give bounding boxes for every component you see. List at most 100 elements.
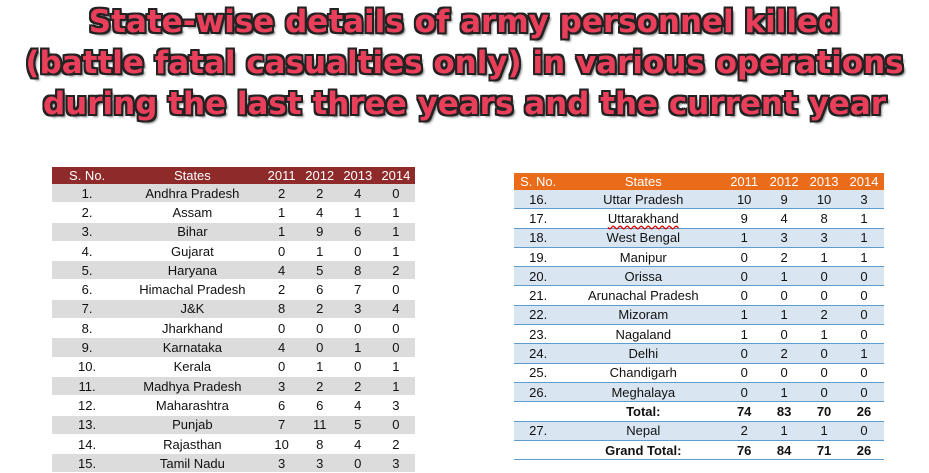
cell-2013: 0 <box>804 382 845 403</box>
grand-total-2014: 26 <box>844 440 884 461</box>
cell-2011: 2 <box>262 279 301 300</box>
grand-total-2012: 84 <box>764 440 805 461</box>
cell-state: Tamil Nadu <box>122 453 263 473</box>
cell-2012: 1 <box>764 305 805 326</box>
cell-2011: 0 <box>724 285 765 306</box>
table-row: 20. Orissa 0 1 0 0 <box>514 266 884 287</box>
cell-2011: 10 <box>724 190 765 210</box>
table-row: 12. Maharashtra 6 6 4 3 <box>52 395 415 416</box>
cell-sno: 7. <box>52 299 123 320</box>
cell-2013: 8 <box>338 260 377 281</box>
cell-2012: 8 <box>300 434 339 455</box>
headline-line-2: (battle fatal casualties only) in variou… <box>25 45 904 81</box>
cell-sno: 9. <box>52 337 123 358</box>
cell-2012: 0 <box>764 285 805 306</box>
cell-2013: 4 <box>338 395 377 416</box>
header-2012: 2012 <box>300 167 339 184</box>
nepal-2011: 2 <box>724 421 765 441</box>
cell-2012: 6 <box>300 395 339 416</box>
cell-sno: 1. <box>52 184 123 204</box>
cell-2012: 2 <box>764 247 805 268</box>
cell-2014: 0 <box>376 318 415 339</box>
cell-state: J&K <box>122 299 263 320</box>
cell-2014: 1 <box>844 343 884 364</box>
cell-2014: 1 <box>844 247 884 268</box>
cell-2014: 1 <box>844 228 884 248</box>
total-2013: 70 <box>804 401 845 422</box>
total-row: Total: 74 83 70 26 <box>514 401 884 422</box>
grand-total-2013: 71 <box>804 440 845 461</box>
cell-state: Chandigarh <box>562 363 725 383</box>
cell-2011: 3 <box>262 453 301 473</box>
cell-state: Jharkhand <box>122 318 263 339</box>
left-table-header-row: S. No. States 2011 2012 2013 2014 <box>52 167 415 184</box>
cell-2014: 0 <box>376 279 415 300</box>
cell-2013: 0 <box>804 343 845 364</box>
cell-sno: 4. <box>52 241 123 262</box>
cell-state: Assam <box>122 202 263 223</box>
cell-2013: 4 <box>338 434 377 455</box>
nepal-row: 27. Nepal 2 1 1 0 <box>514 421 884 441</box>
grand-total-row: Grand Total: 76 84 71 26 <box>514 440 884 461</box>
cell-2013: 8 <box>804 208 845 229</box>
cell-2013: 5 <box>338 415 377 435</box>
cell-2011: 1 <box>724 305 765 326</box>
header-2013: 2013 <box>804 173 845 190</box>
cell-2011: 3 <box>262 376 301 397</box>
cell-2014: 0 <box>376 415 415 435</box>
header-2011: 2011 <box>262 167 301 184</box>
cell-sno: 19. <box>514 247 563 268</box>
table-row: 25. Chandigarh 0 0 0 0 <box>514 363 884 383</box>
cell-state: Haryana <box>122 260 263 281</box>
cell-2013: 0 <box>804 285 845 306</box>
cell-state: Punjab <box>122 415 263 435</box>
cell-state: Uttarakhand <box>562 208 725 229</box>
cell-sno: 17. <box>514 208 563 229</box>
cell-2012: 3 <box>764 228 805 248</box>
table-row: 1. Andhra Pradesh 2 2 4 0 <box>52 184 415 204</box>
table-row: 24. Delhi 0 2 0 1 <box>514 343 884 364</box>
cell-2011: 6 <box>262 395 301 416</box>
cell-2012: 0 <box>764 324 805 345</box>
cell-state: Maharashtra <box>122 395 263 416</box>
header-2013: 2013 <box>338 167 377 184</box>
table-row: 13. Punjab 7 11 5 0 <box>52 415 415 435</box>
cell-sno: 14. <box>52 434 123 455</box>
cell-2011: 0 <box>724 382 765 403</box>
cell-sno: 18. <box>514 228 563 248</box>
cell-2013: 10 <box>804 190 845 210</box>
cell-2012: 4 <box>764 208 805 229</box>
cell-2012: 1 <box>764 382 805 403</box>
table-row: 22. Mizoram 1 1 2 0 <box>514 305 884 326</box>
nepal-2014: 0 <box>844 421 884 441</box>
cell-sno: 23. <box>514 324 563 345</box>
cell-sno: 8. <box>52 318 123 339</box>
right-table: S. No. States 2011 2012 2013 2014 16. Utt… <box>514 173 884 461</box>
header-2014: 2014 <box>844 173 884 190</box>
cell-2014: 0 <box>376 337 415 358</box>
cell-2014: 0 <box>844 324 884 345</box>
table-row: 15. Tamil Nadu 3 3 0 3 <box>52 453 415 473</box>
cell-sno: 10. <box>52 357 123 377</box>
nepal-state: Nepal <box>562 421 725 441</box>
header-states: States <box>122 167 263 184</box>
cell-state: Mizoram <box>562 305 725 326</box>
cell-2011: 10 <box>262 434 301 455</box>
cell-2012: 9 <box>300 222 339 242</box>
header-2012: 2012 <box>764 173 805 190</box>
cell-state: Uttar Pradesh <box>562 190 725 210</box>
cell-state: Gujarat <box>122 241 263 262</box>
table-row: 26. Meghalaya 0 1 0 0 <box>514 382 884 403</box>
cell-2012: 0 <box>300 337 339 358</box>
cell-2014: 3 <box>376 395 415 416</box>
cell-2013: 3 <box>804 228 845 248</box>
cell-2011: 2 <box>262 184 301 204</box>
total-2012: 83 <box>764 401 805 422</box>
cell-2012: 6 <box>300 279 339 300</box>
cell-state: Madhya Pradesh <box>122 376 263 397</box>
table-row: 14. Rajasthan 10 8 4 2 <box>52 434 415 455</box>
table-row: 19. Manipur 0 2 1 1 <box>514 247 884 268</box>
cell-sno: 25. <box>514 363 563 383</box>
cell-sno: 3. <box>52 222 123 242</box>
total-2011: 74 <box>724 401 765 422</box>
